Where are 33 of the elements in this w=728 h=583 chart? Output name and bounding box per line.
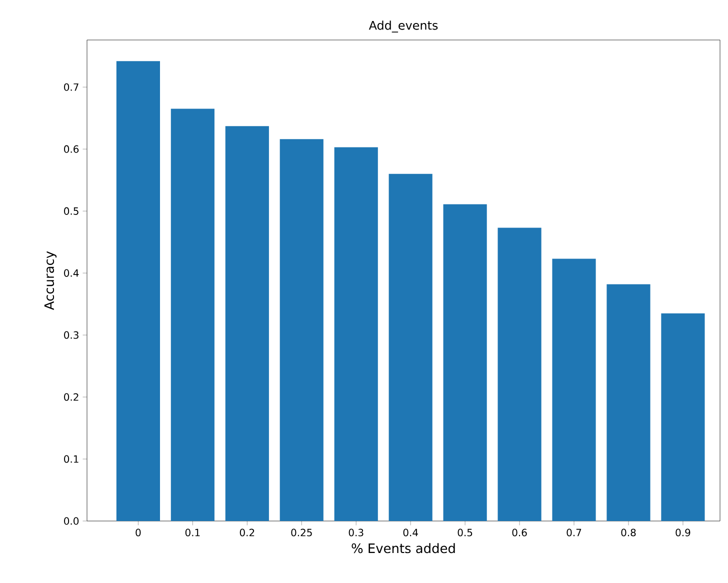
bar bbox=[443, 204, 487, 521]
y-tick-label: 0.1 bbox=[64, 455, 78, 463]
bar bbox=[225, 126, 269, 521]
chart-title: Add_events bbox=[368, 20, 438, 32]
y-tick-label: 0.7 bbox=[64, 83, 78, 91]
bar bbox=[661, 313, 705, 521]
bar bbox=[552, 258, 596, 521]
bar bbox=[116, 61, 160, 521]
bar bbox=[334, 147, 378, 521]
bar bbox=[170, 108, 214, 521]
x-tick-label: 0.5 bbox=[458, 528, 472, 536]
x-tick-label: 0.25 bbox=[291, 528, 312, 536]
bar bbox=[606, 284, 650, 521]
x-tick-label: 0.1 bbox=[185, 528, 200, 536]
y-tick-label: 0.4 bbox=[64, 269, 79, 277]
x-tick-label: 0.7 bbox=[566, 528, 582, 536]
x-tick-label: 0.6 bbox=[512, 528, 527, 536]
y-axis-title: Accuracy bbox=[44, 251, 57, 310]
x-tick-label: 0.2 bbox=[240, 528, 254, 536]
y-tick-label: 0.3 bbox=[64, 331, 78, 339]
x-tick-label: 0.4 bbox=[403, 528, 418, 536]
bar bbox=[280, 139, 324, 521]
bar bbox=[498, 228, 542, 521]
x-tick-label: 0 bbox=[136, 528, 141, 536]
y-tick-label: 0.2 bbox=[64, 393, 78, 401]
x-tick-label: 0.8 bbox=[621, 528, 636, 536]
x-tick-label: 0.3 bbox=[348, 528, 364, 536]
x-tick-label: 0.9 bbox=[676, 528, 690, 536]
bar bbox=[388, 174, 432, 521]
y-tick-label: 0.0 bbox=[64, 517, 79, 525]
y-tick-label: 0.5 bbox=[64, 207, 78, 215]
y-tick-label: 0.6 bbox=[64, 145, 79, 153]
x-axis-title: % Events added bbox=[352, 543, 455, 554]
